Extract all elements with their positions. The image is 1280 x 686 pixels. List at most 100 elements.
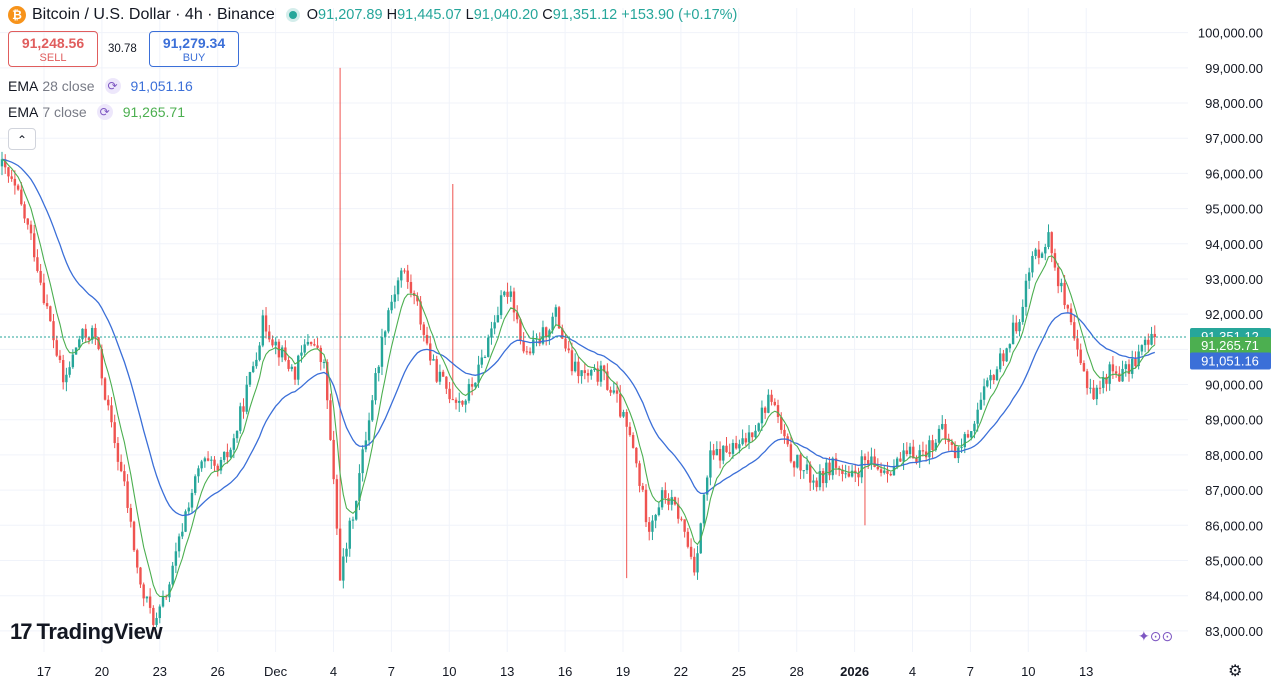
candle-up [1137, 344, 1140, 370]
candle-up [203, 456, 207, 468]
candle-up [1005, 347, 1008, 362]
x-tick-label: 28 [789, 664, 803, 679]
candle-up [812, 474, 815, 490]
candle-up [400, 267, 403, 288]
candle-up [261, 309, 265, 348]
x-tick-label: 17 [37, 664, 51, 679]
buy-button[interactable]: 91,279.34 BUY [149, 31, 239, 67]
candle-down [776, 399, 780, 424]
y-tick-label: 99,000.00 [1205, 61, 1263, 76]
candle-up [1089, 378, 1092, 394]
candle-up [390, 294, 393, 314]
sell-price: 91,248.56 [21, 35, 85, 51]
candle-up [818, 464, 822, 491]
candle-down [226, 443, 229, 464]
sell-button[interactable]: 91,248.56 SELL [8, 31, 98, 67]
candle-down [683, 519, 686, 538]
candle-down [689, 538, 693, 560]
candle-up [181, 523, 184, 540]
symbol-title[interactable]: Bitcoin / U.S. Dollar · 4h · Binance [32, 6, 275, 23]
candle-down [567, 340, 570, 354]
candle-up [68, 361, 71, 378]
candle-down [87, 336, 91, 345]
candle-up [474, 382, 477, 389]
y-tick-label: 88,000.00 [1205, 448, 1263, 463]
candle-up [251, 361, 255, 374]
candle-down [834, 453, 838, 475]
chart-grid [0, 8, 1188, 652]
candle-up [754, 425, 757, 439]
y-tick-label: 86,000.00 [1205, 518, 1263, 533]
candle-down [693, 548, 696, 576]
candle-down [1092, 379, 1095, 400]
x-tick-label: 7 [388, 664, 395, 679]
candle-up [377, 365, 380, 382]
candle-up [941, 415, 944, 431]
candle-up [490, 321, 493, 345]
candle-down [734, 435, 738, 450]
candle-down [631, 432, 635, 449]
candle-up [599, 360, 603, 387]
price-tag-text: 91,265.71 [1201, 338, 1259, 353]
candle-up [660, 487, 664, 510]
y-tick-label: 83,000.00 [1205, 624, 1263, 639]
candle-down [606, 363, 609, 391]
candle-down [828, 456, 831, 481]
candle-down [648, 516, 651, 541]
candle-up [432, 354, 435, 361]
candle-up [1047, 224, 1050, 250]
candle-up [622, 409, 625, 418]
candle-up [342, 548, 345, 589]
candle-down [815, 477, 818, 492]
x-tick-label: 19 [616, 664, 630, 679]
candle-down [58, 350, 62, 363]
candle-down [712, 443, 715, 460]
x-axis[interactable]: 17 20 23 26 Dec 4 7 10 13 16 19 22 25 28 2026 4 7 10 13 [37, 664, 1094, 679]
candle-down [944, 419, 947, 445]
candle-up [802, 470, 805, 479]
candle-down [628, 422, 632, 437]
indicator-value: 91,051.16 [130, 78, 193, 94]
y-tick-label: 87,000.00 [1205, 483, 1263, 498]
candle-down [142, 582, 145, 607]
candle-down [287, 356, 290, 372]
candle-up [937, 425, 941, 444]
y-tick-label: 94,000.00 [1205, 237, 1263, 252]
collapse-legend-button[interactable]: ⌃ [8, 128, 36, 150]
tradingview-logo[interactable]: 17 TradingView [10, 619, 163, 645]
candle-down [512, 287, 516, 322]
candle-up [657, 502, 661, 517]
candle-down [1114, 365, 1118, 378]
candle-down [583, 362, 587, 380]
candle-down [912, 439, 915, 459]
candle-up [458, 392, 461, 412]
candle-down [1056, 263, 1060, 294]
candle-down [506, 282, 509, 304]
candle-down [789, 435, 793, 464]
candle-down [94, 323, 97, 346]
candle-down [277, 339, 281, 366]
indicator-ema28[interactable]: EMA 28 close ⟳ 91,051.16 [8, 77, 193, 95]
y-tick-label: 89,000.00 [1205, 413, 1263, 428]
x-tick-label: 13 [1079, 664, 1093, 679]
event-flags-icon[interactable]: ✦⊙⊙ [1138, 628, 1174, 644]
candle-down [921, 441, 925, 457]
candle-up [696, 545, 699, 580]
candle-down [1037, 241, 1041, 265]
candle-up [158, 604, 161, 624]
refresh-icon[interactable]: ⟳ [104, 78, 121, 94]
candle-up [870, 447, 873, 470]
candle-down [609, 386, 612, 396]
gear-icon[interactable]: ⚙ [1228, 663, 1243, 680]
candle-down [454, 397, 458, 410]
candle-down [110, 397, 113, 428]
candle-down [751, 432, 754, 442]
candle-up [81, 328, 84, 343]
candle-down [42, 273, 46, 305]
refresh-icon[interactable]: ⟳ [96, 104, 113, 120]
x-tick-label: 13 [500, 664, 514, 679]
candle-down [49, 305, 52, 322]
indicator-ema7[interactable]: EMA 7 close ⟳ 91,265.71 [8, 103, 185, 121]
